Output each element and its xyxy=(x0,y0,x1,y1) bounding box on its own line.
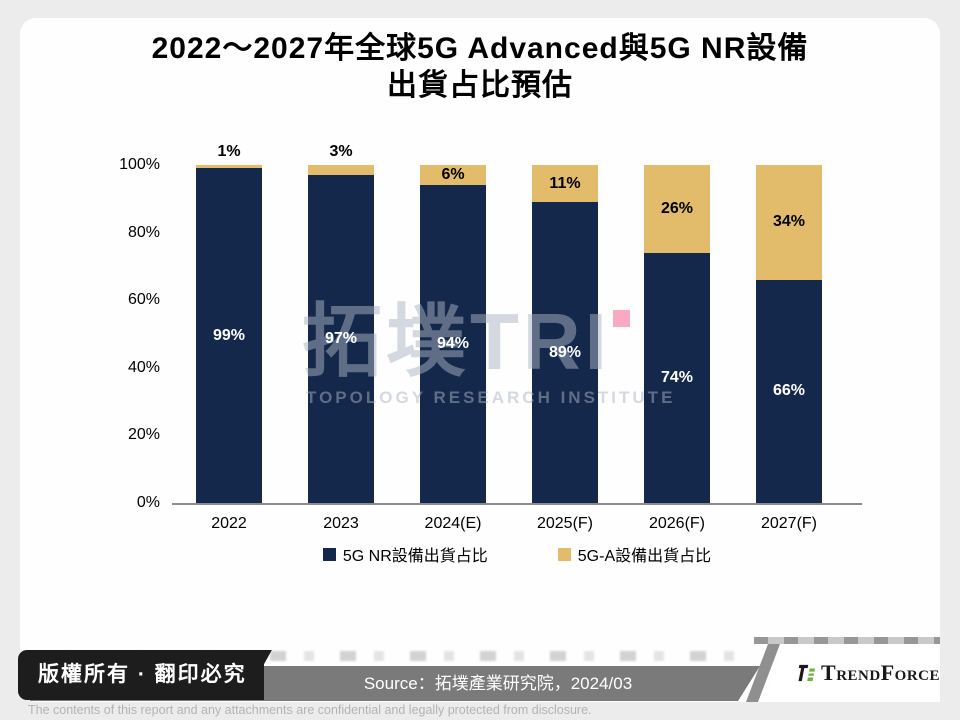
bar-value-label-5g-a: 6% xyxy=(441,166,465,184)
bar-segment-5g-nr xyxy=(756,279,822,503)
bar-value-label-5g-nr: 97% xyxy=(324,330,358,348)
x-axis-tick-label: 2023 xyxy=(323,515,359,532)
bar-slot: 99% 1% 2022 xyxy=(196,143,262,532)
bar-slot: 94% 6% 2024(E) xyxy=(420,165,486,532)
bar-value-label-5g-nr: 94% xyxy=(436,335,470,353)
trendforce-panel: TrendForce xyxy=(764,644,940,702)
bar-segment-5g-a xyxy=(308,165,374,176)
bar-slot: 89% 11% 2025(F) xyxy=(532,165,598,532)
chart-legend: 5G NR設備出貨占比 5G-A設備出貨占比 xyxy=(172,542,862,566)
bar-segment-5g-a xyxy=(196,165,262,169)
source-text: Source：拓墣產業研究院，2024/03 xyxy=(363,674,633,693)
x-axis-tick-label: 2024(E) xyxy=(424,515,482,532)
bar-segment-5g-a xyxy=(420,165,486,186)
legend-item-5g-a: 5G-A設備出貨占比 xyxy=(557,542,712,566)
copyright-ribbon: 版權所有 · 翻印必究 xyxy=(18,650,264,700)
y-axis-tick-label: 80% xyxy=(127,223,160,241)
trendforce-logo-icon xyxy=(798,664,816,682)
x-axis-tick-label: 2027(F) xyxy=(760,515,818,532)
bar-value-label-5g-a: 3% xyxy=(329,143,353,160)
legend-label-5g-nr: 5G NR設備出貨占比 xyxy=(342,548,488,565)
legend-swatch-5g-nr xyxy=(322,547,336,561)
y-axis-tick-label: 0% xyxy=(136,494,160,511)
bar-segment-5g-nr xyxy=(196,168,262,503)
x-axis-tick-label: 2022 xyxy=(211,515,247,532)
trendforce-wordmark: TrendForce xyxy=(821,660,940,685)
bar-slot: 66% 34% 2027(F) xyxy=(756,165,822,532)
legend-item-5g-nr: 5G NR設備出貨占比 xyxy=(322,542,488,566)
bar-slot: 97% 3% 2023 xyxy=(308,143,374,532)
y-axis-tick-label: 60% xyxy=(127,291,160,309)
bar-value-label-5g-a: 26% xyxy=(660,199,694,217)
disclaimer-text: The contents of this report and any atta… xyxy=(28,703,592,717)
y-axis-tick-label: 40% xyxy=(127,358,160,376)
x-axis-tick-label: 2026(F) xyxy=(648,515,706,532)
bar-value-label-5g-nr: 74% xyxy=(660,368,694,386)
bar-value-label-5g-nr: 99% xyxy=(212,326,246,344)
y-axis-tick-label: 20% xyxy=(127,426,160,444)
x-axis-tick-label: 2025(F) xyxy=(536,515,594,532)
bar-segment-5g-nr xyxy=(420,185,486,503)
bar-segment-5g-a xyxy=(644,165,710,253)
y-axis-tick-label: 100% xyxy=(119,156,160,173)
bar-segment-5g-a xyxy=(532,165,598,203)
chart-title-line1: 2022～2027年全球5G Advanced與5G NR設備 xyxy=(151,32,809,65)
bar-segment-5g-nr xyxy=(308,175,374,503)
footer-top-stripe xyxy=(754,637,940,644)
bar-value-label-5g-a: 34% xyxy=(772,213,806,231)
footer-faint-watermark-marks xyxy=(60,651,750,661)
bar-value-label-5g-a: 11% xyxy=(549,174,581,192)
legend-swatch-5g-a xyxy=(557,547,571,561)
bar-value-label-5g-nr: 66% xyxy=(772,382,806,400)
plot-area: 99% 1% 2022 97% 3% 2023 94% 6% 2024(E) 89% 11% 2025… xyxy=(172,143,862,532)
bar-value-label-5g-nr: 89% xyxy=(548,343,582,361)
chart-title-line2: 出貨占比預估 xyxy=(387,69,573,102)
chart-title: 2022～2027年全球5G Advanced與5G NR設備 出貨占比預估 xyxy=(0,30,960,104)
bar-value-label-5g-a: 1% xyxy=(217,143,241,160)
legend-label-5g-a: 5G-A設備出貨占比 xyxy=(577,548,712,565)
bar-segment-5g-nr xyxy=(532,202,598,503)
bar-segment-5g-a xyxy=(756,165,822,280)
bar-segment-5g-nr xyxy=(644,252,710,503)
bar-slot: 74% 26% 2026(F) xyxy=(644,165,710,532)
watermark-pink-square xyxy=(613,310,630,327)
